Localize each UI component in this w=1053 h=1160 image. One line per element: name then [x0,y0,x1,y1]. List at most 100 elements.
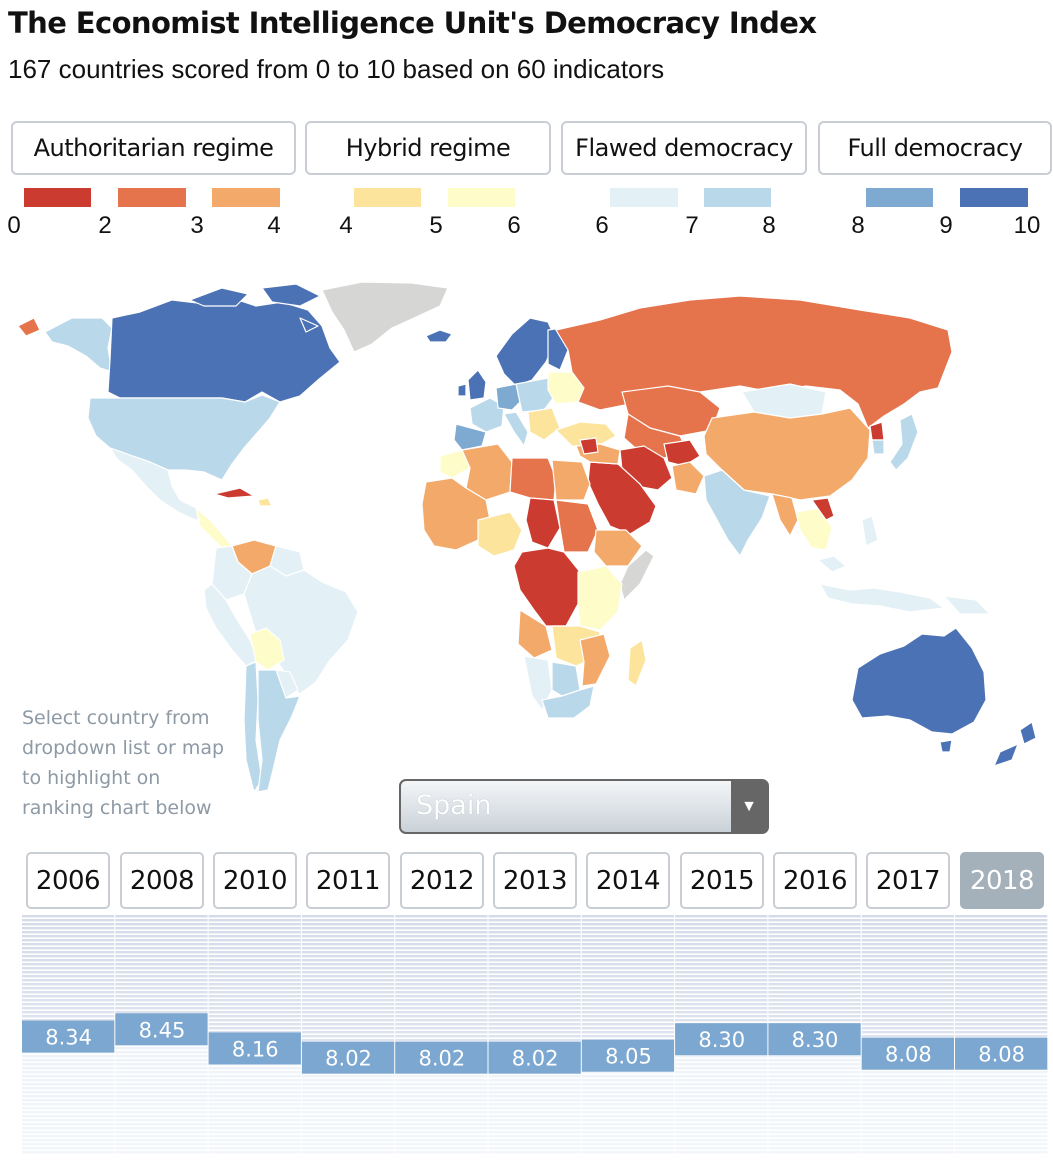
country-myanmar[interactable] [771,493,799,537]
year-button-2008[interactable]: 2008 [120,852,204,909]
chevron-down-icon[interactable]: ▼ [731,781,767,832]
score-bar-2011[interactable] [301,1041,395,1074]
country-cuba[interactable] [213,487,255,499]
country-central-america[interactable] [195,507,233,551]
year-button-2014[interactable]: 2014 [586,852,670,909]
scale-swatch [354,188,421,207]
year-button-2015[interactable]: 2015 [680,852,764,909]
country-north-korea[interactable] [869,421,885,441]
score-label-2017: 8.08 [885,1043,932,1067]
country-algeria[interactable] [461,443,513,501]
ranking-chart[interactable]: 8.34 8.45 8.16 8.02 8.02 8.02 8.05 8.30 8.30 8.08… [22,915,1048,1155]
score-bar-2013[interactable] [488,1041,581,1074]
country-papua-new-guinea[interactable] [943,595,991,615]
scale-swatch [448,188,515,207]
country-balkans[interactable] [527,407,561,441]
score-bar-2008[interactable] [115,1013,208,1046]
score-label-2008: 8.45 [139,1018,186,1042]
scale-swatch [866,188,933,207]
scale-swatch [610,188,678,207]
country-tasmania[interactable] [939,739,953,753]
country-central-europe[interactable] [515,377,557,413]
year-button-2011[interactable]: 2011 [306,852,390,909]
full-democracy-button[interactable]: Full democracy [818,121,1052,175]
country-russia-east-tip[interactable] [17,317,41,337]
country-east-africa[interactable] [577,565,623,631]
country-italy[interactable] [503,411,529,447]
country-germany-benelux[interactable] [495,383,523,411]
country-alaska[interactable] [44,317,113,373]
country-china[interactable] [703,407,871,501]
country-mozambique[interactable] [579,633,611,687]
scale-tick: 8 [851,212,865,239]
country-south-africa[interactable] [541,685,595,719]
country-angola[interactable] [517,609,553,659]
country-saudi-arabia[interactable] [587,461,657,535]
score-bar-2018[interactable] [955,1037,1048,1070]
year-button-2018[interactable]: 2018 [960,852,1044,909]
country-nigeria-region[interactable] [477,511,523,557]
score-bar-2012[interactable] [395,1041,488,1074]
country-japan[interactable] [889,413,919,471]
country-australia[interactable] [851,627,987,735]
year-button-2013[interactable]: 2013 [493,852,577,909]
country-madagascar[interactable] [627,639,647,687]
score-bar-2014[interactable] [581,1039,675,1072]
page-subtitle: 167 countries scored from 0 to 10 based … [8,54,665,84]
year-button-2017[interactable]: 2017 [866,852,950,909]
authoritarian-regime-button[interactable]: Authoritarian regime [11,121,296,175]
country-pakistan[interactable] [671,461,705,495]
country-dropdown[interactable]: Spain ▼ [399,779,769,834]
country-syria[interactable] [579,437,599,455]
country-haiti[interactable] [257,497,273,507]
year-button-2010[interactable]: 2010 [213,852,297,909]
score-label-2018: 8.08 [978,1043,1025,1067]
country-norway-sweden[interactable] [495,317,557,387]
country-libya[interactable] [509,457,557,501]
country-egypt[interactable] [551,459,591,501]
country-indonesia[interactable] [819,583,945,613]
world-map[interactable] [0,280,1053,800]
country-iceland[interactable] [425,329,453,343]
country-india[interactable] [703,469,771,557]
score-bar-2015[interactable] [675,1023,768,1056]
country-malaysia[interactable] [817,555,847,573]
score-bar-2006[interactable] [22,1020,115,1053]
score-bar-2010[interactable] [208,1032,301,1065]
country-south-korea[interactable] [871,439,885,455]
country-afghanistan[interactable] [663,439,701,467]
country-vietnam-laos[interactable] [811,497,835,521]
country-usa[interactable] [87,394,281,481]
rank-column-2013 [488,915,581,1154]
country-turkey[interactable] [555,421,617,447]
country-uk[interactable] [467,369,487,401]
scale-swatch [24,188,91,207]
country-chad[interactable] [525,497,561,549]
country-philippines[interactable] [861,515,879,547]
year-button-2016[interactable]: 2016 [773,852,857,909]
year-button-2006[interactable]: 2006 [26,852,110,909]
country-ireland[interactable] [457,383,467,397]
score-label-2016: 8.30 [792,1028,839,1052]
year-button-2012[interactable]: 2012 [400,852,484,909]
scale-swatch [704,188,771,207]
country-new-zealand[interactable] [993,721,1037,767]
country-sudan[interactable] [555,499,599,553]
score-bar-2016[interactable] [768,1023,861,1056]
hybrid-regime-button[interactable]: Hybrid regime [305,121,551,175]
score-bar-2017[interactable] [861,1037,954,1070]
scale-tick: 8 [762,212,776,239]
dropdown-selected-value: Spain [416,790,492,821]
score-label-2010: 8.16 [232,1037,279,1061]
scale-swatch [118,188,186,207]
country-canada-arctic[interactable] [189,283,321,333]
country-morocco[interactable] [439,449,471,479]
scale-tick: 4 [267,212,281,239]
flawed-democracy-button[interactable]: Flawed democracy [561,121,807,175]
country-france[interactable] [469,397,505,433]
country-canada[interactable] [107,297,341,403]
score-label-2006: 8.34 [45,1026,92,1050]
region-greenland[interactable] [321,281,449,353]
score-label-2013: 8.02 [512,1047,559,1071]
country-argentina[interactable] [257,669,301,793]
